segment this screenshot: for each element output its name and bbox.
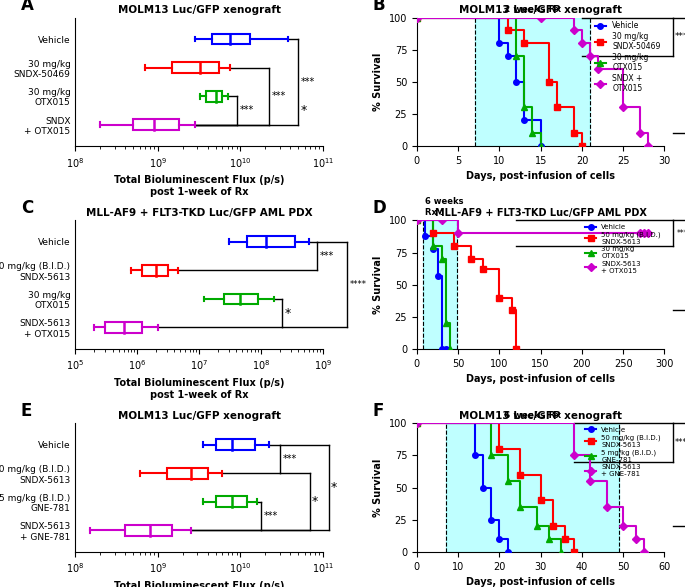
- Legend: Vehicle, 30 mg/kg
SNDX-50469, 30 mg/kg
OTX015, SNDX +
OTX015: Vehicle, 30 mg/kg SNDX-50469, 30 mg/kg O…: [595, 22, 660, 93]
- Text: E: E: [21, 402, 32, 420]
- Title: MOLM13 Luc/GFP xenograft: MOLM13 Luc/GFP xenograft: [118, 5, 281, 15]
- Text: *: *: [331, 481, 338, 494]
- FancyBboxPatch shape: [224, 294, 258, 305]
- FancyBboxPatch shape: [167, 468, 208, 479]
- Y-axis label: % Survival: % Survival: [373, 255, 384, 314]
- Text: ***: ***: [301, 77, 315, 87]
- Text: *: *: [301, 104, 307, 117]
- Text: A: A: [21, 0, 34, 14]
- Text: 2 weeks Rx: 2 weeks Rx: [504, 5, 561, 14]
- Text: ***: ***: [675, 438, 685, 447]
- FancyBboxPatch shape: [216, 439, 255, 450]
- Text: ***: ***: [283, 454, 297, 464]
- X-axis label: Days, post-infusion of cells: Days, post-infusion of cells: [466, 171, 615, 181]
- Title: MLL-AF9 + FLT3-TKD Luc/GFP AML PDX: MLL-AF9 + FLT3-TKD Luc/GFP AML PDX: [86, 208, 312, 218]
- FancyBboxPatch shape: [125, 525, 173, 536]
- Text: *: *: [285, 307, 291, 320]
- Text: ***: ***: [239, 105, 253, 116]
- Text: 6 weeks
Rx :: 6 weeks Rx :: [425, 197, 464, 217]
- FancyBboxPatch shape: [133, 119, 179, 130]
- X-axis label: Total Bioluminescent Flux (p/s)
post 1-week of Rx: Total Bioluminescent Flux (p/s) post 1-w…: [114, 378, 284, 400]
- FancyBboxPatch shape: [105, 322, 142, 333]
- Text: *: *: [312, 495, 318, 508]
- Text: B: B: [373, 0, 385, 14]
- Bar: [475, 18, 590, 146]
- FancyBboxPatch shape: [142, 265, 169, 276]
- FancyBboxPatch shape: [173, 62, 219, 73]
- FancyBboxPatch shape: [216, 497, 247, 507]
- Text: 6 weeks Rx: 6 weeks Rx: [504, 410, 561, 420]
- X-axis label: Total Bioluminescent Flux (p/s)
post 2-weeks of Rx: Total Bioluminescent Flux (p/s) post 2-w…: [114, 581, 284, 587]
- Bar: [446, 423, 619, 552]
- Legend: Vehicle, 50 mg/kg (B.I.D.)
SNDX-5613, 30 mg/kg
OTX015, SNDX-5613
+ OTX015: Vehicle, 50 mg/kg (B.I.D.) SNDX-5613, 30…: [586, 224, 661, 274]
- Text: ****: ****: [350, 280, 367, 289]
- FancyBboxPatch shape: [212, 33, 250, 45]
- Title: MLL-AF9 + FLT3-TKD Luc/GFP AML PDX: MLL-AF9 + FLT3-TKD Luc/GFP AML PDX: [435, 208, 647, 218]
- Y-axis label: % Survival: % Survival: [373, 458, 384, 517]
- Text: F: F: [373, 402, 384, 420]
- FancyBboxPatch shape: [206, 90, 222, 102]
- Legend: Vehicle, 50 mg/kg (B.I.D.)
SNDX-5613, 5 mg/kg (B.I.D.)
GNE-781, SNDX-5613
+ GNE-: Vehicle, 50 mg/kg (B.I.D.) SNDX-5613, 5 …: [586, 427, 661, 477]
- FancyBboxPatch shape: [247, 237, 295, 247]
- X-axis label: Days, post-infusion of cells: Days, post-infusion of cells: [466, 374, 615, 384]
- Text: ****: ****: [677, 229, 685, 238]
- Text: ***: ***: [319, 251, 334, 261]
- X-axis label: Total Bioluminescent Flux (p/s)
post 1-week of Rx: Total Bioluminescent Flux (p/s) post 1-w…: [114, 175, 284, 197]
- Text: D: D: [373, 199, 386, 217]
- Y-axis label: % Survival: % Survival: [373, 53, 384, 111]
- Title: MOLM13 Luc/GFP xenograft: MOLM13 Luc/GFP xenograft: [459, 5, 622, 15]
- Title: MOLM13 Luc/GFP xenograft: MOLM13 Luc/GFP xenograft: [118, 411, 281, 421]
- Bar: [423, 221, 458, 349]
- X-axis label: Days, post-infusion of cells: Days, post-infusion of cells: [466, 577, 615, 587]
- Text: ***: ***: [264, 511, 278, 521]
- Title: MOLM13 Luc/GFP xenograft: MOLM13 Luc/GFP xenograft: [459, 411, 622, 421]
- Text: ***: ***: [271, 91, 286, 101]
- Text: ***: ***: [675, 32, 685, 41]
- Text: C: C: [21, 199, 33, 217]
